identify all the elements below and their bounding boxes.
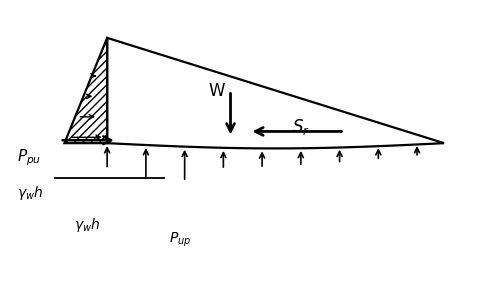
Text: $P_{pu}$: $P_{pu}$ (17, 148, 41, 168)
Text: $P_{up}$: $P_{up}$ (169, 231, 191, 249)
Text: $S_r$: $S_r$ (292, 117, 310, 137)
Polygon shape (107, 38, 444, 148)
Text: W: W (208, 82, 225, 100)
Polygon shape (64, 38, 107, 143)
Text: $\gamma_w h$: $\gamma_w h$ (17, 184, 43, 202)
Text: $\gamma_w h$: $\gamma_w h$ (74, 216, 100, 234)
